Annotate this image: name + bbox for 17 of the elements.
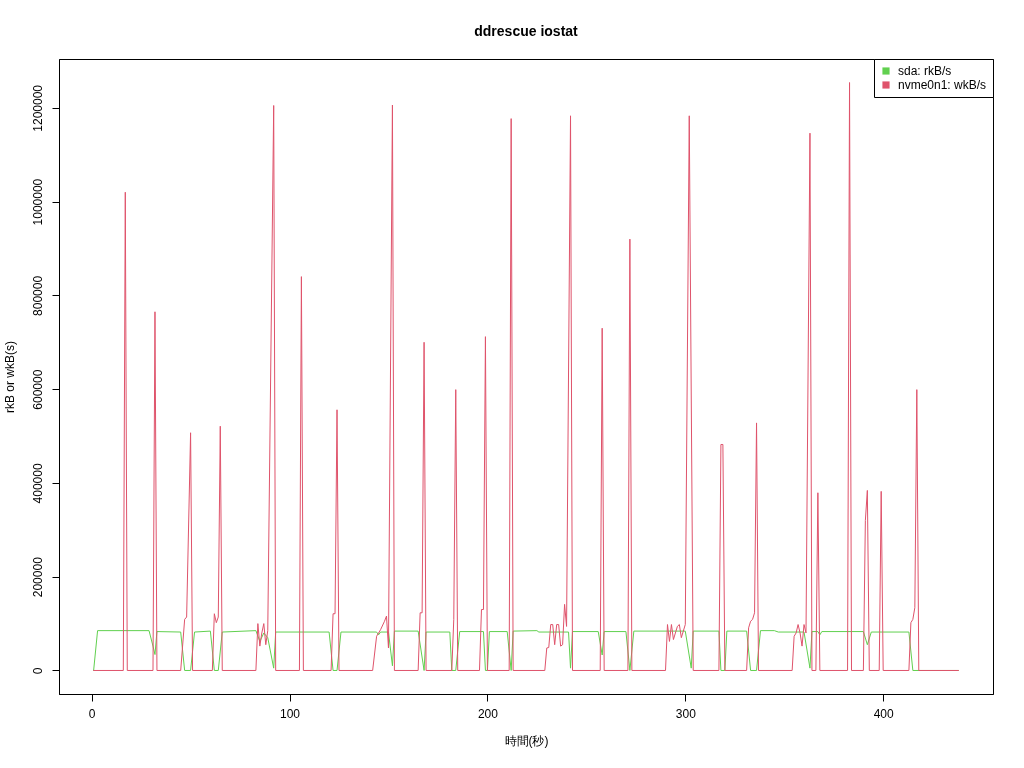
y-tick-label: 1000000	[30, 178, 45, 226]
y-axis-title: rkB or wkB(s)	[2, 341, 17, 413]
x-tick-label: 400	[873, 706, 895, 721]
legend-label: nvme0n1: wkB/s	[898, 78, 987, 92]
y-tick-label: 0	[30, 667, 45, 675]
y-tick-label: 800000	[30, 275, 45, 316]
x-tick-label: 0	[88, 706, 96, 721]
legend-label: sda: rkB/s	[898, 64, 952, 78]
y-tick-label: 600000	[30, 369, 45, 410]
chart-title: ddrescue iostat	[474, 22, 579, 39]
x-tick-label: 100	[280, 706, 301, 721]
y-tick-label: 1200000	[30, 84, 45, 132]
x-tick-label: 200	[477, 706, 499, 721]
x-tick-label: 300	[675, 706, 697, 721]
x-axis-title: 時間(秒)	[504, 733, 549, 748]
y-tick-label: 200000	[30, 556, 45, 598]
y-tick-label: 400000	[30, 463, 45, 504]
